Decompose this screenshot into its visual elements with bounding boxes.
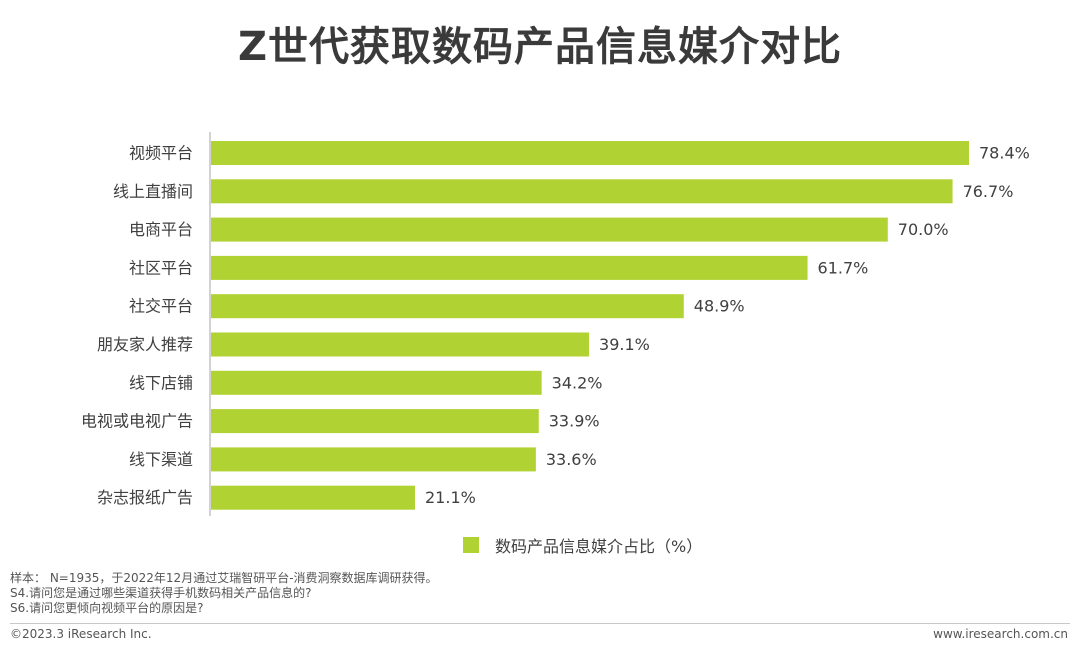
bar [211, 294, 684, 319]
value-label: 21.1% [425, 488, 476, 507]
chart-title: Z世代获取数码产品信息媒介对比 [237, 24, 842, 70]
category-label: 线下渠道 [129, 450, 193, 469]
category-label: 杂志报纸广告 [97, 488, 193, 507]
legend: 数码产品信息媒介占比（%） [463, 533, 702, 557]
category-label: 线上直播间 [113, 182, 193, 201]
legend-label: 数码产品信息媒介占比（%） [495, 537, 703, 556]
bar [211, 409, 539, 434]
notes: 样本： N=1935，于2022年12月通过艾瑞智研平台-消费洞察数据库调研获得… [10, 571, 438, 616]
value-label: 70.0% [898, 220, 949, 239]
bar [211, 179, 953, 204]
category-label: 视频平台 [129, 144, 193, 163]
bar [211, 370, 542, 395]
value-label: 76.7% [963, 182, 1014, 201]
bar [211, 447, 536, 472]
value-label: 33.6% [546, 450, 597, 469]
value-label: 34.2% [552, 373, 603, 392]
sample-note: 样本： N=1935，于2022年12月通过艾瑞智研平台-消费洞察数据库调研获得… [10, 571, 438, 585]
bar [211, 217, 888, 242]
value-label: 48.9% [694, 297, 745, 316]
category-label: 朋友家人推荐 [97, 335, 193, 354]
bar [211, 255, 808, 280]
website: www.iresearch.com.cn [933, 627, 1068, 641]
bar [211, 485, 416, 510]
category-label: 电视或电视广告 [81, 412, 193, 431]
value-label: 61.7% [818, 258, 869, 277]
bar-chart: 视频平台 78.4% 线上直播间 76.7% 电商平台 70.0% 社区平台 61.7% 社交平… [81, 132, 1030, 516]
category-label: 线下店铺 [129, 373, 193, 392]
question-note-s6: S6.请问您更倾向视频平台的原因是? [10, 601, 204, 615]
value-label: 39.1% [599, 335, 650, 354]
footer-divider [10, 623, 1070, 624]
category-label: 社区平台 [129, 258, 193, 277]
bar [211, 332, 590, 357]
legend-swatch [463, 537, 479, 553]
value-label: 78.4% [979, 144, 1030, 163]
value-label: 33.9% [549, 412, 600, 431]
category-label: 电商平台 [129, 220, 193, 239]
category-label: 社交平台 [129, 297, 193, 316]
bar [211, 141, 969, 165]
copyright: ©2023.3 iResearch Inc. [10, 627, 152, 641]
question-note-s4: S4.请问您是通过哪些渠道获得手机数码相关产品信息的? [10, 586, 312, 600]
